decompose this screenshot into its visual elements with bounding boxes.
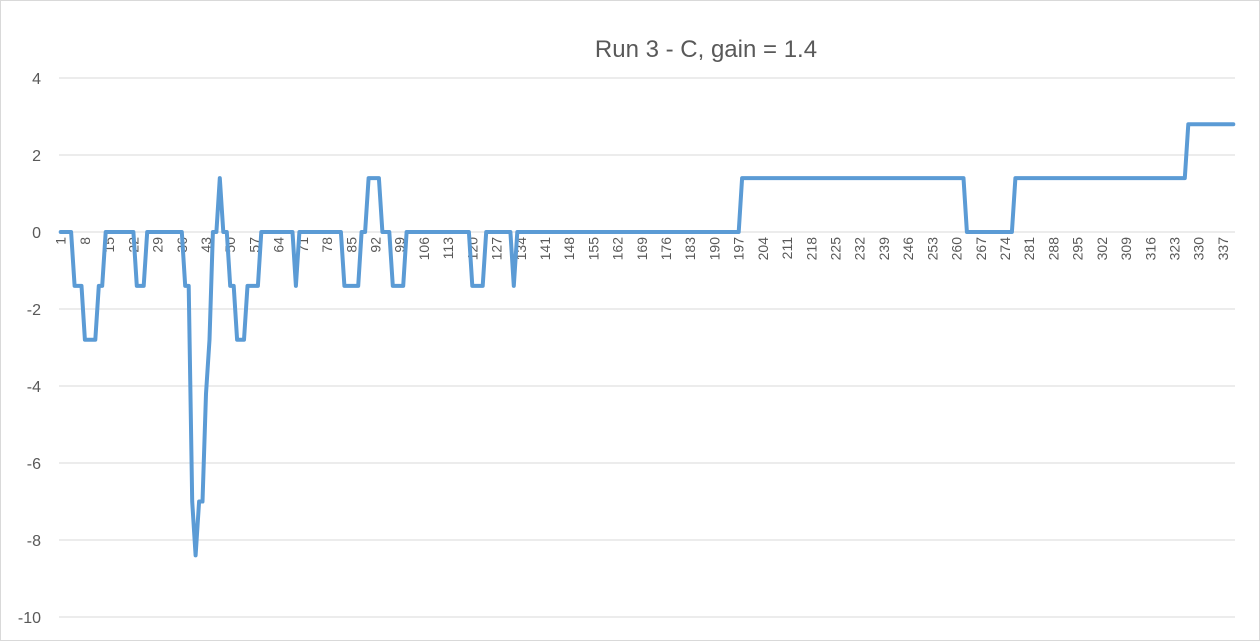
y-tick-label: 2 [32, 148, 41, 165]
x-tick-label: 218 [803, 237, 819, 261]
chart-title: Run 3 - C, gain = 1.4 [595, 36, 817, 63]
y-axis-ticks: 4 2 0 -2 -4 -6 -8 -10 [18, 71, 41, 627]
x-tick-label: 29 [150, 237, 166, 253]
x-tick-label: 176 [658, 237, 674, 261]
x-tick-label: 64 [271, 237, 287, 253]
x-tick-label: 190 [706, 237, 722, 261]
x-tick-label: 162 [610, 237, 626, 261]
x-tick-label: 155 [585, 237, 601, 261]
x-tick-label: 127 [489, 237, 505, 261]
x-tick-label: 8 [77, 237, 93, 245]
x-tick-label: 288 [1045, 237, 1061, 261]
x-tick-label: 211 [779, 237, 795, 260]
x-tick-label: 323 [1166, 237, 1182, 261]
series-line [58, 122, 1236, 558]
x-tick-label: 337 [1215, 237, 1231, 261]
x-axis-ticks: 1 8 15 22 29 36 43 50 57 64 71 78 85 92 99 106 113 120 127… [53, 237, 1231, 261]
x-tick-label: 1 [53, 237, 69, 245]
x-tick-label: 281 [1021, 237, 1037, 261]
x-tick-label: 316 [1142, 237, 1158, 261]
y-tick-label: -6 [27, 456, 41, 473]
x-tick-label: 309 [1118, 237, 1134, 261]
x-tick-label: 169 [634, 237, 650, 261]
y-tick-label: -2 [27, 302, 41, 319]
x-tick-label: 232 [852, 237, 868, 261]
x-tick-label: 43 [198, 237, 214, 253]
x-tick-label: 197 [731, 237, 747, 261]
x-tick-label: 148 [561, 237, 577, 261]
x-tick-label: 267 [973, 237, 989, 261]
x-tick-label: 253 [924, 237, 940, 261]
x-tick-label: 274 [997, 237, 1013, 261]
series-layer [58, 122, 1236, 558]
y-tick-label: -8 [27, 533, 41, 550]
x-tick-label: 92 [367, 237, 383, 253]
x-tick-label: 141 [537, 237, 553, 261]
y-tick-label: -10 [18, 610, 41, 627]
y-tick-label: -4 [27, 379, 41, 396]
x-tick-label: 295 [1070, 237, 1086, 261]
x-tick-label: 106 [416, 237, 432, 261]
x-tick-label: 225 [828, 237, 844, 261]
x-tick-label: 50 [222, 237, 238, 253]
x-tick-label: 183 [682, 237, 698, 261]
x-tick-label: 330 [1191, 237, 1207, 261]
x-tick-label: 260 [949, 237, 965, 261]
x-tick-label: 113 [440, 237, 456, 260]
x-tick-label: 302 [1094, 237, 1110, 261]
y-tick-label: 0 [32, 225, 41, 242]
x-tick-label: 246 [900, 237, 916, 261]
gridlines [59, 77, 1235, 618]
x-tick-label: 85 [343, 237, 359, 253]
y-tick-label: 4 [32, 71, 41, 88]
x-tick-label: 78 [319, 237, 335, 253]
x-tick-label: 239 [876, 237, 892, 261]
x-tick-label: 204 [755, 237, 771, 261]
